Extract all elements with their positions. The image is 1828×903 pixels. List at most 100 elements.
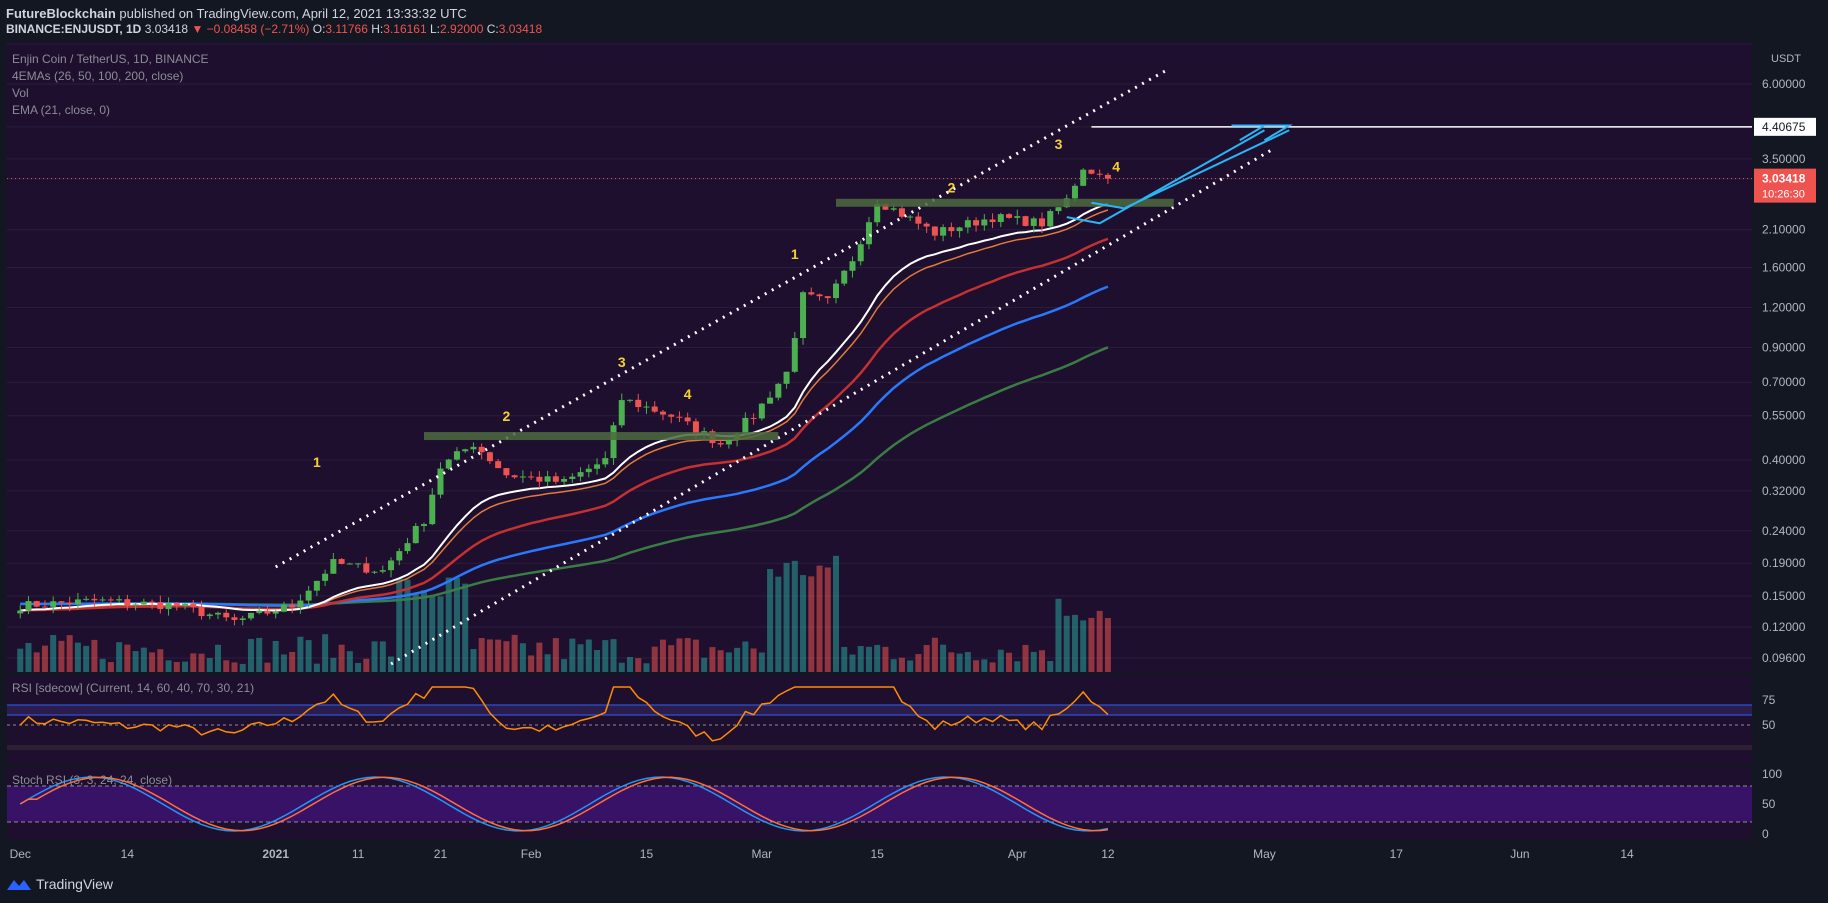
candle-body — [379, 570, 386, 572]
volume-bar — [346, 651, 353, 672]
candle-body — [297, 600, 304, 608]
volume-bar — [41, 645, 48, 672]
footer — [0, 868, 1828, 903]
stoch-title[interactable]: Stoch RSI (3, 3, 24, 24, close) — [12, 773, 173, 787]
volume-bar — [445, 577, 452, 672]
legend-vol[interactable]: Vol — [12, 86, 29, 100]
volume-bar — [668, 645, 675, 672]
candle-body — [412, 525, 419, 544]
volume-bar — [964, 652, 971, 672]
volume-bar — [280, 654, 287, 672]
volume-bar — [865, 646, 872, 672]
volume-bar — [215, 644, 221, 672]
rsi-line — [19, 686, 1109, 742]
volume-bar — [758, 652, 765, 672]
candle-body — [808, 292, 815, 295]
time-tick-label: 14 — [1620, 847, 1634, 861]
volume-bar — [692, 639, 699, 672]
price-tick-label: 0.70000 — [1762, 375, 1806, 389]
candle-body — [50, 601, 57, 607]
volume-bar — [157, 649, 164, 672]
volume-bar — [981, 659, 988, 672]
volume-bar — [495, 639, 502, 672]
candle-body — [107, 599, 114, 601]
volume-bar — [701, 657, 708, 672]
candle-body — [437, 468, 444, 495]
projection-arrowhead-2 — [1256, 124, 1293, 142]
volume-bar — [363, 658, 370, 672]
volume-bar — [684, 638, 691, 672]
candle-body — [330, 559, 337, 574]
candle-body — [635, 399, 642, 408]
candle-body — [857, 244, 864, 262]
volume-bar — [577, 644, 584, 672]
volume-bar — [404, 579, 411, 672]
volume-bar — [83, 645, 90, 672]
volume-bar — [1088, 617, 1095, 672]
brand-name: TradingView — [36, 876, 114, 892]
candle-body — [824, 296, 831, 299]
volume-bar — [371, 641, 378, 672]
volume-bar — [816, 565, 823, 672]
rsi-title[interactable]: RSI [sdecow] (Current, 14, 60, 40, 70, 3… — [12, 681, 255, 695]
volume-bar — [973, 660, 980, 672]
volume-bar — [107, 662, 114, 672]
wave-label: 2 — [503, 408, 511, 424]
candle-body — [865, 222, 872, 245]
candle-body — [692, 421, 699, 434]
volume-bar — [948, 652, 955, 672]
candle-body — [758, 403, 765, 419]
candle-body — [355, 563, 362, 565]
volume-bar — [717, 650, 724, 672]
candle-body — [882, 204, 889, 210]
candle-body — [445, 459, 452, 469]
volume-bar — [231, 662, 238, 672]
candle-body — [973, 220, 980, 226]
candle-body — [833, 283, 839, 299]
wave-labels: 1 2 3 4 1 2 3 4 — [313, 136, 1120, 470]
current-price-label: 3.03418 — [1762, 172, 1806, 186]
volume-bar — [544, 654, 551, 672]
legend-emas[interactable]: 4EMAs (26, 50, 100, 200, close) — [12, 69, 184, 83]
candle-body — [198, 607, 205, 617]
volume-bar — [355, 663, 362, 672]
candle-body — [256, 610, 263, 613]
trend-drawings — [7, 69, 1752, 666]
volume-bar — [256, 637, 263, 672]
price-tick-label: 0.19000 — [1762, 556, 1806, 570]
volume-bar — [742, 641, 749, 672]
volume-bar — [198, 653, 205, 672]
volume-bar — [725, 652, 732, 672]
tradingview-logo[interactable]: TradingView — [6, 876, 113, 892]
candle-body — [132, 604, 139, 606]
high-label: H: — [371, 22, 384, 36]
legend-title[interactable]: Enjin Coin / TetherUS, 1D, BINANCE — [12, 52, 209, 66]
volume-bar — [453, 577, 460, 672]
candle-body — [305, 590, 312, 601]
candle-body — [280, 604, 287, 612]
stoch-band — [7, 786, 1752, 822]
legend-ema21[interactable]: EMA (21, close, 0) — [12, 103, 111, 117]
candle-body — [577, 472, 584, 477]
price-tick-label: 1.60000 — [1762, 260, 1806, 274]
candle-body — [717, 443, 724, 445]
time-tick-label: Apr — [1008, 847, 1027, 861]
candle-body — [948, 227, 955, 232]
axis-unit-label: USDT — [1771, 53, 1801, 65]
volume-bar — [1104, 618, 1111, 672]
candle-body — [486, 452, 493, 462]
volume-bar — [297, 636, 304, 672]
candle-body — [668, 414, 675, 417]
candle-body — [91, 598, 98, 601]
candle-body — [313, 580, 320, 591]
rsi-low-band — [7, 745, 1752, 750]
volume-bar — [66, 635, 73, 672]
candle-body — [338, 559, 345, 564]
target-price-label: 4.40675 — [1762, 120, 1806, 134]
candle-body — [890, 208, 897, 210]
candle-body — [17, 610, 24, 614]
rsi-band — [7, 705, 1752, 715]
candle-body — [989, 219, 996, 223]
author-name[interactable]: FutureBlockchain — [6, 6, 116, 21]
